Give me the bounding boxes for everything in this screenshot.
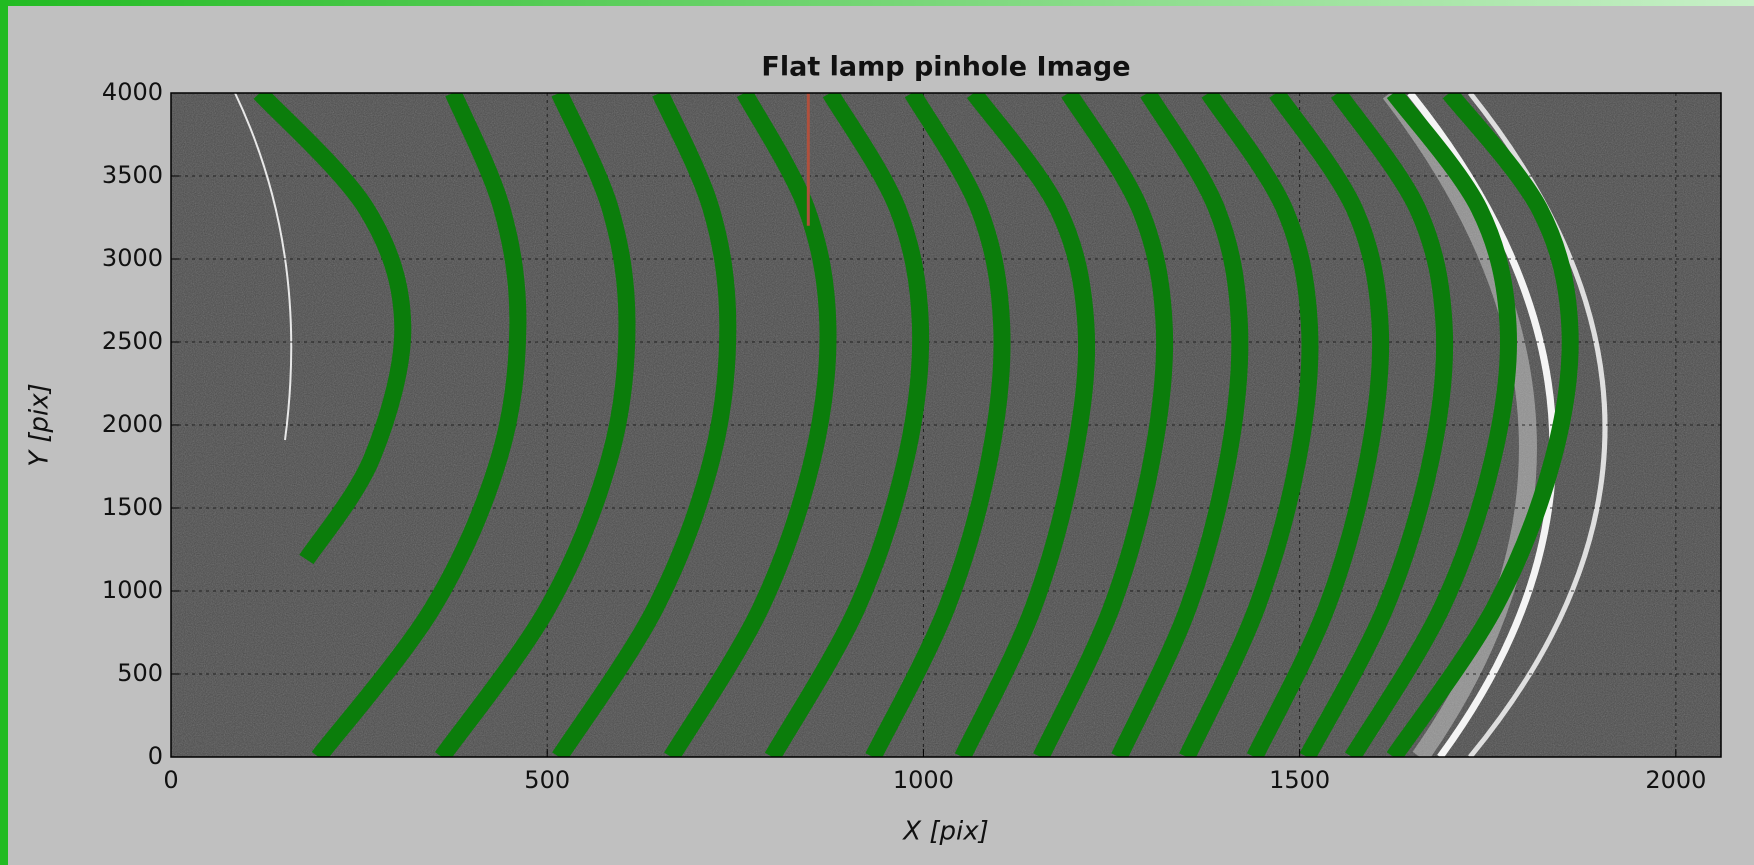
x-axis-label: X [pix] — [901, 817, 988, 847]
x-tick-label: 0 — [163, 766, 178, 794]
y-tick-label: 3500 — [102, 161, 163, 189]
page: {"chart_data": {"type": "line", "title":… — [0, 0, 1754, 865]
y-tick-label: 3000 — [102, 244, 163, 272]
y-tick-label: 2000 — [102, 410, 163, 438]
chart: Flat lamp pinhole Image X [pix] Y [pix] … — [0, 0, 1754, 865]
x-tick-label: 1000 — [893, 766, 954, 794]
window-left-border — [0, 0, 8, 865]
y-tick-label: 2500 — [102, 327, 163, 355]
window-top-border — [0, 0, 1754, 6]
chart-title: Flat lamp pinhole Image — [761, 52, 1130, 83]
y-tick-label: 1000 — [102, 576, 163, 604]
y-tick-label: 1500 — [102, 493, 163, 521]
x-tick-label: 500 — [524, 766, 570, 794]
y-tick-label: 500 — [117, 659, 163, 687]
y-tick-label: 4000 — [102, 78, 163, 106]
x-tick-label: 1500 — [1269, 766, 1330, 794]
y-tick-label: 0 — [148, 742, 163, 770]
x-tick-label: 2000 — [1645, 766, 1706, 794]
y-axis-label: Y [pix] — [25, 383, 55, 467]
